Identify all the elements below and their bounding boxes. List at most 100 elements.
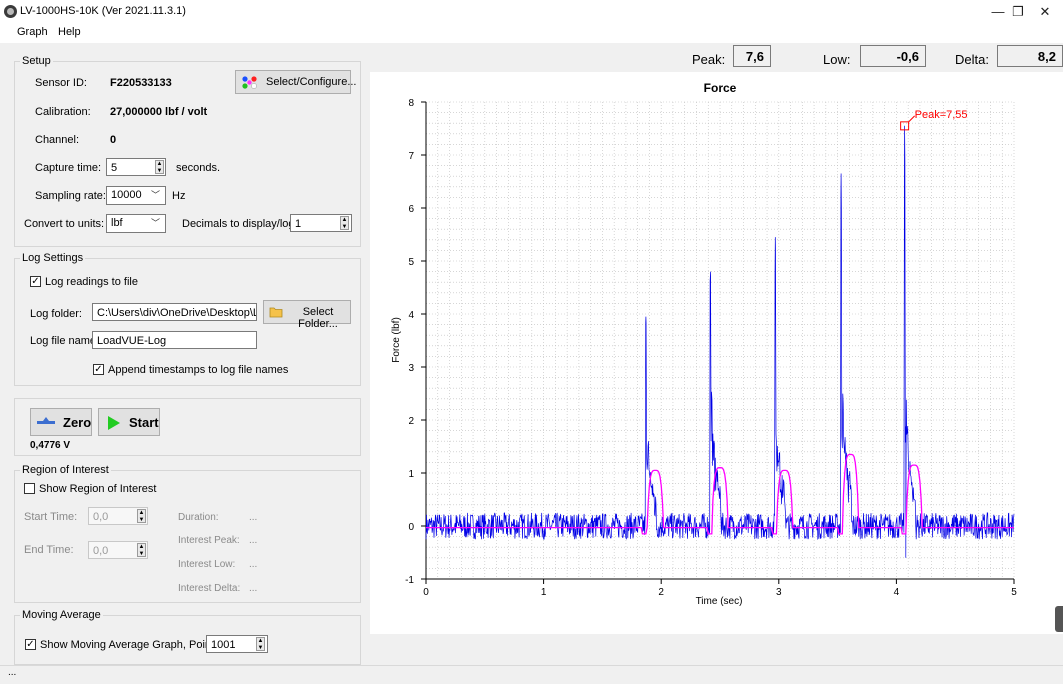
capture-time-input[interactable]: 5 (106, 158, 166, 176)
x-tick-label: 3 (776, 587, 782, 598)
log-file-name-label: Log file name: (30, 335, 100, 347)
log-folder-input[interactable]: C:\Users\div\OneDrive\Desktop\LoadV (92, 303, 257, 321)
capture-time-label: Capture time: (35, 162, 102, 174)
select-folder-button[interactable]: Select Folder... (263, 300, 351, 330)
voltage-readout: 0,4776 V (30, 440, 71, 451)
series (425, 125, 1015, 558)
y-tick-label: 7 (408, 151, 414, 162)
x-tick-label: 2 (658, 587, 664, 598)
sampling-rate-label: Sampling rate: (35, 190, 106, 202)
x-tick-label: 0 (423, 587, 429, 598)
decimals-input[interactable]: 1 (290, 214, 352, 232)
roi-peak-value: ... (249, 535, 258, 546)
roi-delta-value: ... (249, 583, 258, 594)
peak-marker (900, 121, 910, 131)
peak-readout-label: Peak: (692, 52, 726, 67)
y-tick-label: 6 (408, 204, 414, 215)
sensor-id-value: F220533133 (110, 77, 172, 89)
roi-low-label: Interest Low: (178, 559, 236, 570)
log-settings-title: Log Settings (20, 252, 86, 264)
select-folder-label: Select Folder... (298, 306, 338, 330)
menu-graph[interactable]: Graph (17, 26, 48, 38)
status-text: ... (8, 667, 17, 678)
close-button[interactable]: ✕ (1039, 4, 1051, 19)
show-roi-checkbox[interactable] (24, 483, 35, 494)
status-bar: ... (0, 665, 1063, 684)
moving-average-title: Moving Average (20, 609, 103, 621)
sampling-rate-select[interactable]: 10000 ﹀ (106, 186, 166, 205)
select-configure-button[interactable]: Select/Configure... (235, 70, 357, 94)
raw-signal-line (425, 125, 1015, 558)
log-file-name-input[interactable]: LoadVUE-Log (92, 331, 257, 349)
roi-end-time-input[interactable]: 0,0 (88, 541, 148, 559)
decimals-label: Decimals to display/log: (182, 218, 298, 230)
log-to-file-label: Log readings to file (45, 276, 138, 288)
roi-title: Region of Interest (20, 464, 111, 476)
x-tick-label: 1 (541, 587, 547, 598)
peak-readout-value: 7,6 (733, 45, 771, 67)
y-tick-label: 2 (408, 416, 414, 427)
annotations: Peak=7,55 (900, 109, 968, 131)
roi-duration-label: Duration: (178, 512, 219, 523)
y-tick-label: 8 (408, 98, 414, 109)
x-tick-label: 5 (1011, 587, 1017, 598)
convert-units-select[interactable]: lbf ﹀ (106, 214, 166, 233)
channel-value: 0 (110, 134, 117, 146)
roi-low-value: ... (249, 559, 258, 570)
zero-button[interactable]: Zero (30, 408, 92, 436)
channel-label: Channel: (35, 134, 80, 146)
show-moving-average-label: Show Moving Average Graph, Points: (40, 639, 223, 651)
capture-time-spinner[interactable]: ▲ ▼ (155, 160, 164, 174)
decimals-spinner[interactable]: ▲ ▼ (340, 216, 349, 230)
log-to-file-checkbox[interactable]: ✓ (30, 276, 41, 287)
roi-duration-value: ... (249, 512, 258, 523)
x-tick-label: 4 (894, 587, 900, 598)
restore-button[interactable]: ❐ (1012, 4, 1024, 19)
roi-peak-label: Interest Peak: (178, 535, 240, 546)
y-tick-label: 5 (408, 257, 414, 268)
low-readout-value: -0,6 (860, 45, 926, 67)
y-axis-label: Force (lbf) (391, 317, 402, 363)
menu-help[interactable]: Help (58, 26, 81, 38)
sensor-id-label: Sensor ID: (35, 77, 87, 89)
roi-start-time-input[interactable]: 0,0 (88, 507, 148, 525)
roi-end-time-spinner[interactable]: ▲ ▼ (137, 543, 146, 557)
show-roi-label: Show Region of Interest (39, 483, 157, 495)
calibration-label: Calibration: (35, 106, 91, 118)
chevron-down-icon: ﹀ (150, 190, 160, 200)
play-icon (107, 415, 121, 434)
show-moving-average-checkbox[interactable]: ✓ (25, 639, 36, 650)
minimize-button[interactable]: — (991, 4, 1005, 19)
zero-label: Zero (63, 415, 92, 430)
folder-icon (269, 306, 283, 321)
moving-average-points-input[interactable]: 1001 (206, 635, 268, 653)
roi-group (14, 470, 361, 603)
app-icon (4, 5, 17, 18)
grid (425, 101, 1015, 580)
window-title: LV-1000HS-10K (Ver 2021.11.3.1) (20, 5, 186, 17)
force-chart[interactable]: Force Time (sec) Force (lbf) 0 1 2 3 4 5 -1 0 1 2… (370, 72, 1063, 634)
roi-start-time-spinner[interactable]: ▲ ▼ (137, 509, 146, 523)
delta-readout-value: 8,2 (997, 45, 1063, 67)
setup-title: Setup (20, 55, 53, 67)
y-tick-label: 4 (408, 310, 414, 321)
start-button[interactable]: Start (98, 408, 160, 436)
append-timestamps-checkbox[interactable]: ✓ (93, 364, 104, 375)
convert-units-label: Convert to units: (24, 218, 105, 230)
delta-readout-label: Delta: (955, 52, 989, 67)
moving-average-points-spinner[interactable]: ▲ ▼ (256, 637, 265, 651)
calibration-value: 27,000000 lbf / volt (110, 106, 208, 118)
y-tick-label: 0 (408, 522, 414, 533)
axis-ticks: 0 1 2 3 4 5 -1 0 1 2 3 4 5 6 7 8 (405, 98, 1017, 598)
zero-scale-icon (37, 417, 55, 432)
convert-units-value: lbf (111, 217, 123, 229)
start-label: Start (129, 415, 159, 430)
peak-annotation-label: Peak=7,55 (915, 109, 968, 121)
side-handle[interactable] (1055, 606, 1063, 632)
chevron-down-icon: ﹀ (150, 218, 160, 228)
y-tick-label: 1 (408, 469, 414, 480)
chart-panel: Force Time (sec) Force (lbf) 0 1 2 3 4 5 -1 0 1 2… (370, 72, 1063, 634)
color-dots-icon (242, 76, 258, 89)
sampling-rate-value: 10000 (111, 189, 142, 201)
menu-bar: Graph Help (0, 24, 1063, 43)
